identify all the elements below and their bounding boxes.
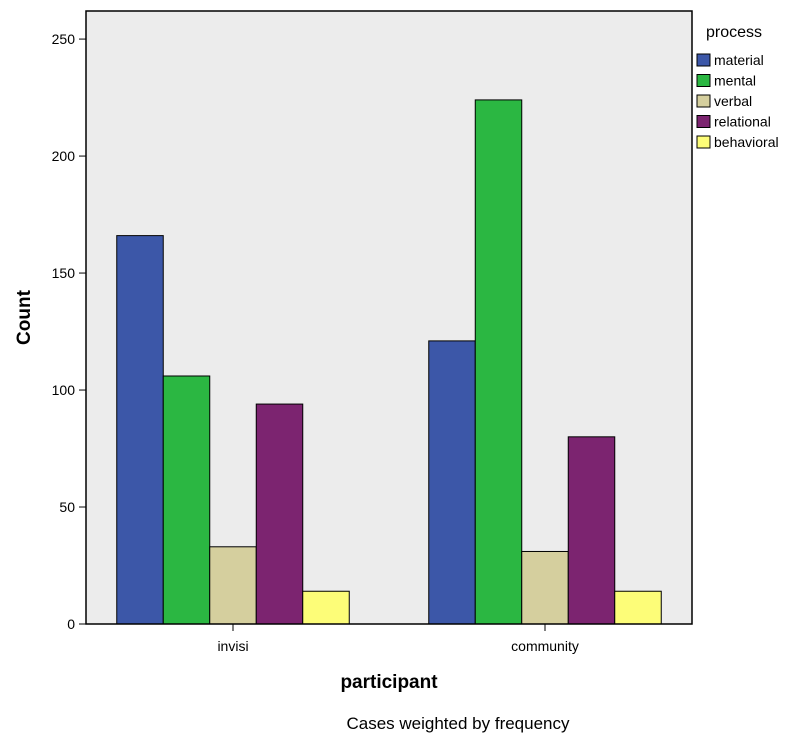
legend-swatch-material [696, 53, 711, 67]
bars [116, 99, 662, 625]
bar-verbal-invisi [209, 546, 257, 625]
y-tick-label: 50 [59, 499, 75, 515]
legend-label-verbal: verbal [714, 93, 752, 109]
legend-label-behavioral: behavioral [714, 134, 779, 150]
legend-label-material: material [714, 52, 764, 68]
x-tick-label: invisi [217, 638, 248, 654]
bar-verbal-community [521, 550, 569, 625]
bar-mental-community [474, 99, 523, 625]
y-tick-label: 0 [67, 616, 75, 632]
legend-swatch-mental [696, 74, 711, 87]
bar-behavioral-invisi [302, 590, 350, 625]
x-tick-label: community [511, 638, 579, 654]
legend-swatch-relational [696, 115, 711, 128]
legend-title: process [706, 24, 762, 41]
bar-relational-invisi [255, 403, 304, 625]
legend: process material mental verbal relational be… [696, 24, 779, 150]
y-axis-ticks: 0 50 100 150 200 250 [52, 31, 86, 632]
plot-frame [85, 10, 693, 625]
legend-label-mental: mental [714, 73, 756, 89]
legend-swatch-verbal [696, 94, 711, 108]
y-tick-label: 150 [52, 265, 76, 281]
footnote: Cases weighted by frequency [346, 714, 570, 733]
x-axis-title: participant [340, 672, 438, 693]
y-tick-label: 200 [52, 148, 76, 164]
bar-relational-community [567, 436, 616, 625]
bar-behavioral-community [614, 590, 662, 625]
legend-swatch-behavioral [696, 135, 711, 149]
bar-material-community [428, 340, 476, 625]
bar-material-invisi [116, 235, 164, 625]
y-tick-label: 100 [52, 382, 76, 398]
bar-mental-invisi [162, 375, 211, 625]
y-tick-label: 250 [52, 31, 76, 47]
x-axis-ticks: invisi community [217, 624, 579, 654]
legend-label-relational: relational [714, 114, 771, 130]
y-axis-title: Count [14, 289, 35, 345]
